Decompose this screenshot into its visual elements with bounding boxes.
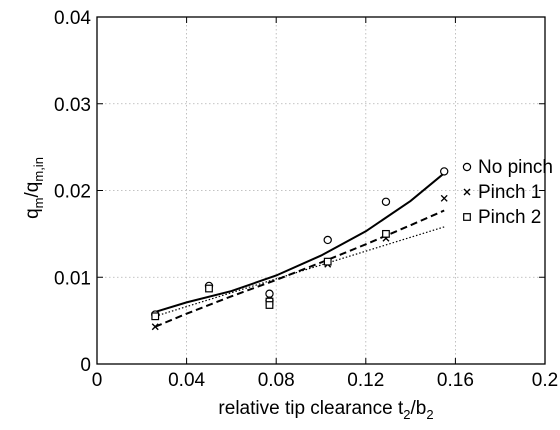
- legend-marker-no-pinch: [462, 162, 472, 172]
- y-tick-label: 0.03: [54, 95, 91, 116]
- grid: [97, 17, 545, 364]
- x-tick-label: 0.2: [532, 370, 558, 391]
- x-axis-label-main: relative tip clearance t: [218, 398, 404, 419]
- data-point-no-pinch: [323, 235, 332, 245]
- data-point-pinch-1: [440, 194, 448, 202]
- data-point-pinch-1: [151, 323, 159, 331]
- data-point-pinch-2: [151, 312, 160, 321]
- data-points: [151, 167, 449, 331]
- fit-line-no-pinch: [154, 172, 445, 313]
- data-point-pinch-2: [205, 284, 213, 293]
- data-point-no-pinch: [440, 167, 449, 176]
- data-point-no-pinch: [381, 197, 391, 206]
- legend: No pinch Pinch 1 Pinch 2: [462, 157, 553, 228]
- data-point-no-pinch: [265, 289, 274, 298]
- y-axis-label-p1: q: [22, 208, 43, 219]
- legend-label-pinch-1: Pinch 1: [478, 182, 541, 203]
- x-axis-label-sub2: 2: [426, 407, 433, 422]
- fit-line-pinch-1: [154, 209, 445, 328]
- x-axis-label: relative tip clearance t2/b2: [218, 398, 433, 422]
- legend-label-pinch-2: Pinch 2: [478, 207, 541, 228]
- data-point-pinch-2: [382, 229, 390, 238]
- data-point-pinch-2: [265, 301, 274, 309]
- y-tick-label: 0.04: [54, 8, 91, 29]
- x-tick-label: 0.08: [258, 370, 295, 391]
- y-axis-label: qm/qm,in: [22, 157, 46, 219]
- y-axis-label-p2: /q: [22, 182, 43, 198]
- y-tick-label: 0: [80, 355, 91, 376]
- axis-ticks: 0 0.04 0.08 0.12 0.16 0.2 0 0.01 0.02 0.03 0.04: [54, 8, 558, 391]
- x-tick-label: 0.12: [347, 370, 384, 391]
- legend-marker-pinch-2: [463, 213, 471, 221]
- x-axis-label-sub1: 2: [403, 407, 410, 422]
- fit-line-pinch-2: [155, 226, 445, 317]
- y-axis-label-s2: m,in: [31, 157, 46, 182]
- fit-lines: [154, 172, 445, 328]
- x-tick-label: 0.16: [437, 370, 474, 391]
- data-point-pinch-2: [323, 257, 332, 266]
- legend-marker-pinch-1: [463, 188, 471, 196]
- x-tick-label: 0: [92, 370, 103, 391]
- y-tick-label: 0.01: [54, 268, 91, 289]
- y-axis-label-s1: m: [31, 198, 46, 209]
- y-tick-label: 0.02: [54, 182, 91, 203]
- x-tick-label: 0.04: [168, 370, 205, 391]
- legend-label-no-pinch: No pinch: [478, 157, 553, 178]
- x-axis-label-sep: /b: [410, 398, 426, 419]
